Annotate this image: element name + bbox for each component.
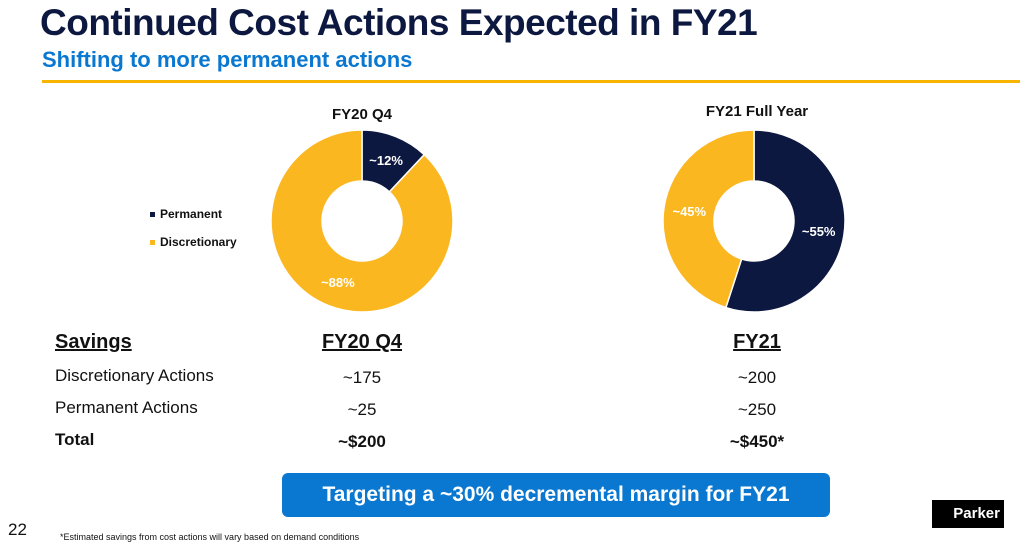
footnote: *Estimated savings from cost actions wil…: [60, 532, 360, 542]
cell-value: ~25: [347, 400, 377, 419]
cell-value: ~250: [737, 400, 777, 419]
row-label: Permanent Actions: [55, 398, 198, 417]
data-label: ~55%: [802, 224, 836, 239]
cell-value: ~200: [737, 368, 777, 387]
parker-logo: Parker: [932, 500, 1004, 528]
legend-discretionary: Discretionary: [150, 235, 237, 249]
table-header-fy21: FY21: [733, 331, 781, 353]
cell-value: ~$450*: [729, 432, 785, 451]
legend-label: Permanent: [160, 207, 223, 221]
table-header-savings: Savings: [55, 331, 132, 353]
table-header-fy20q4: FY20 Q4: [321, 331, 403, 353]
data-label: ~88%: [321, 275, 355, 290]
legend-swatch: [150, 212, 155, 218]
chart-title-fy21: FY21 Full Year: [705, 103, 809, 120]
legend-label: Discretionary: [160, 235, 237, 249]
row-label: Total: [55, 430, 95, 449]
cell-value: ~$200: [338, 432, 386, 451]
donut-slice-discretionary: [270, 129, 454, 313]
row-label: Discretionary Actions: [55, 366, 214, 385]
legend-permanent: Permanent: [150, 207, 222, 221]
title-divider: [42, 80, 1020, 83]
data-label: ~45%: [672, 204, 706, 219]
target-banner: Targeting a ~30% decremental margin for …: [282, 473, 830, 517]
donut-charts: ~12% ~88% ~55% ~45%: [270, 129, 846, 313]
legend-swatch: [150, 240, 155, 246]
data-label: ~12%: [369, 153, 403, 168]
page-subtitle: Shifting to more permanent actions: [42, 47, 413, 72]
page-title: Continued Cost Actions Expected in FY21: [40, 2, 758, 43]
chart-title-fy20q4: FY20 Q4: [331, 106, 393, 123]
cell-value: ~175: [342, 368, 382, 387]
donut-slice-permanent: [724, 129, 846, 313]
donut-slice-discretionary: [662, 129, 755, 309]
page-number: 22: [8, 520, 27, 539]
